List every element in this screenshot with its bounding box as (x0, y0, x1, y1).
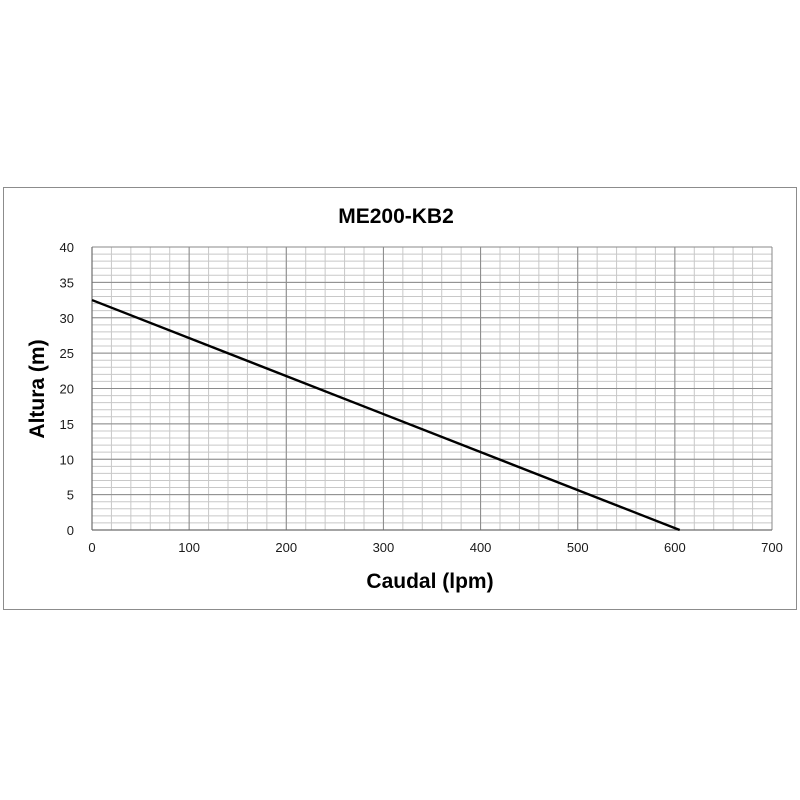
x-tick-label: 400 (470, 540, 492, 555)
y-tick-label: 35 (60, 275, 74, 290)
chart-frame (3, 187, 797, 610)
y-tick-label: 30 (60, 311, 74, 326)
x-tick-label: 500 (567, 540, 589, 555)
x-axis-title: Caudal (lpm) (366, 570, 493, 593)
y-tick-label: 0 (67, 523, 74, 538)
series-line (91, 298, 681, 532)
series-group (91, 298, 681, 532)
major-grid (91, 246, 773, 531)
x-tick-label: 300 (373, 540, 395, 555)
y-tick-label: 25 (60, 346, 74, 361)
x-tick-label: 200 (275, 540, 297, 555)
chart-title: ME200-KB2 (338, 205, 454, 228)
x-tick-label: 100 (178, 540, 200, 555)
x-tick-label: 0 (88, 540, 95, 555)
x-tick-label: 700 (761, 540, 783, 555)
x-tick-labels: 0 100 200 300 400 500 600 700 (88, 540, 782, 555)
y-tick-label: 40 (60, 240, 74, 255)
axes (91, 247, 772, 531)
y-axis-title: Altura (m) (26, 339, 49, 438)
y-tick-labels: 0 5 10 15 20 25 30 35 40 (60, 240, 74, 538)
y-tick-label: 5 (67, 488, 74, 503)
x-tick-label: 600 (664, 540, 686, 555)
y-tick-label: 20 (60, 382, 74, 397)
y-tick-label: 15 (60, 417, 74, 432)
y-tick-label: 10 (60, 452, 74, 467)
